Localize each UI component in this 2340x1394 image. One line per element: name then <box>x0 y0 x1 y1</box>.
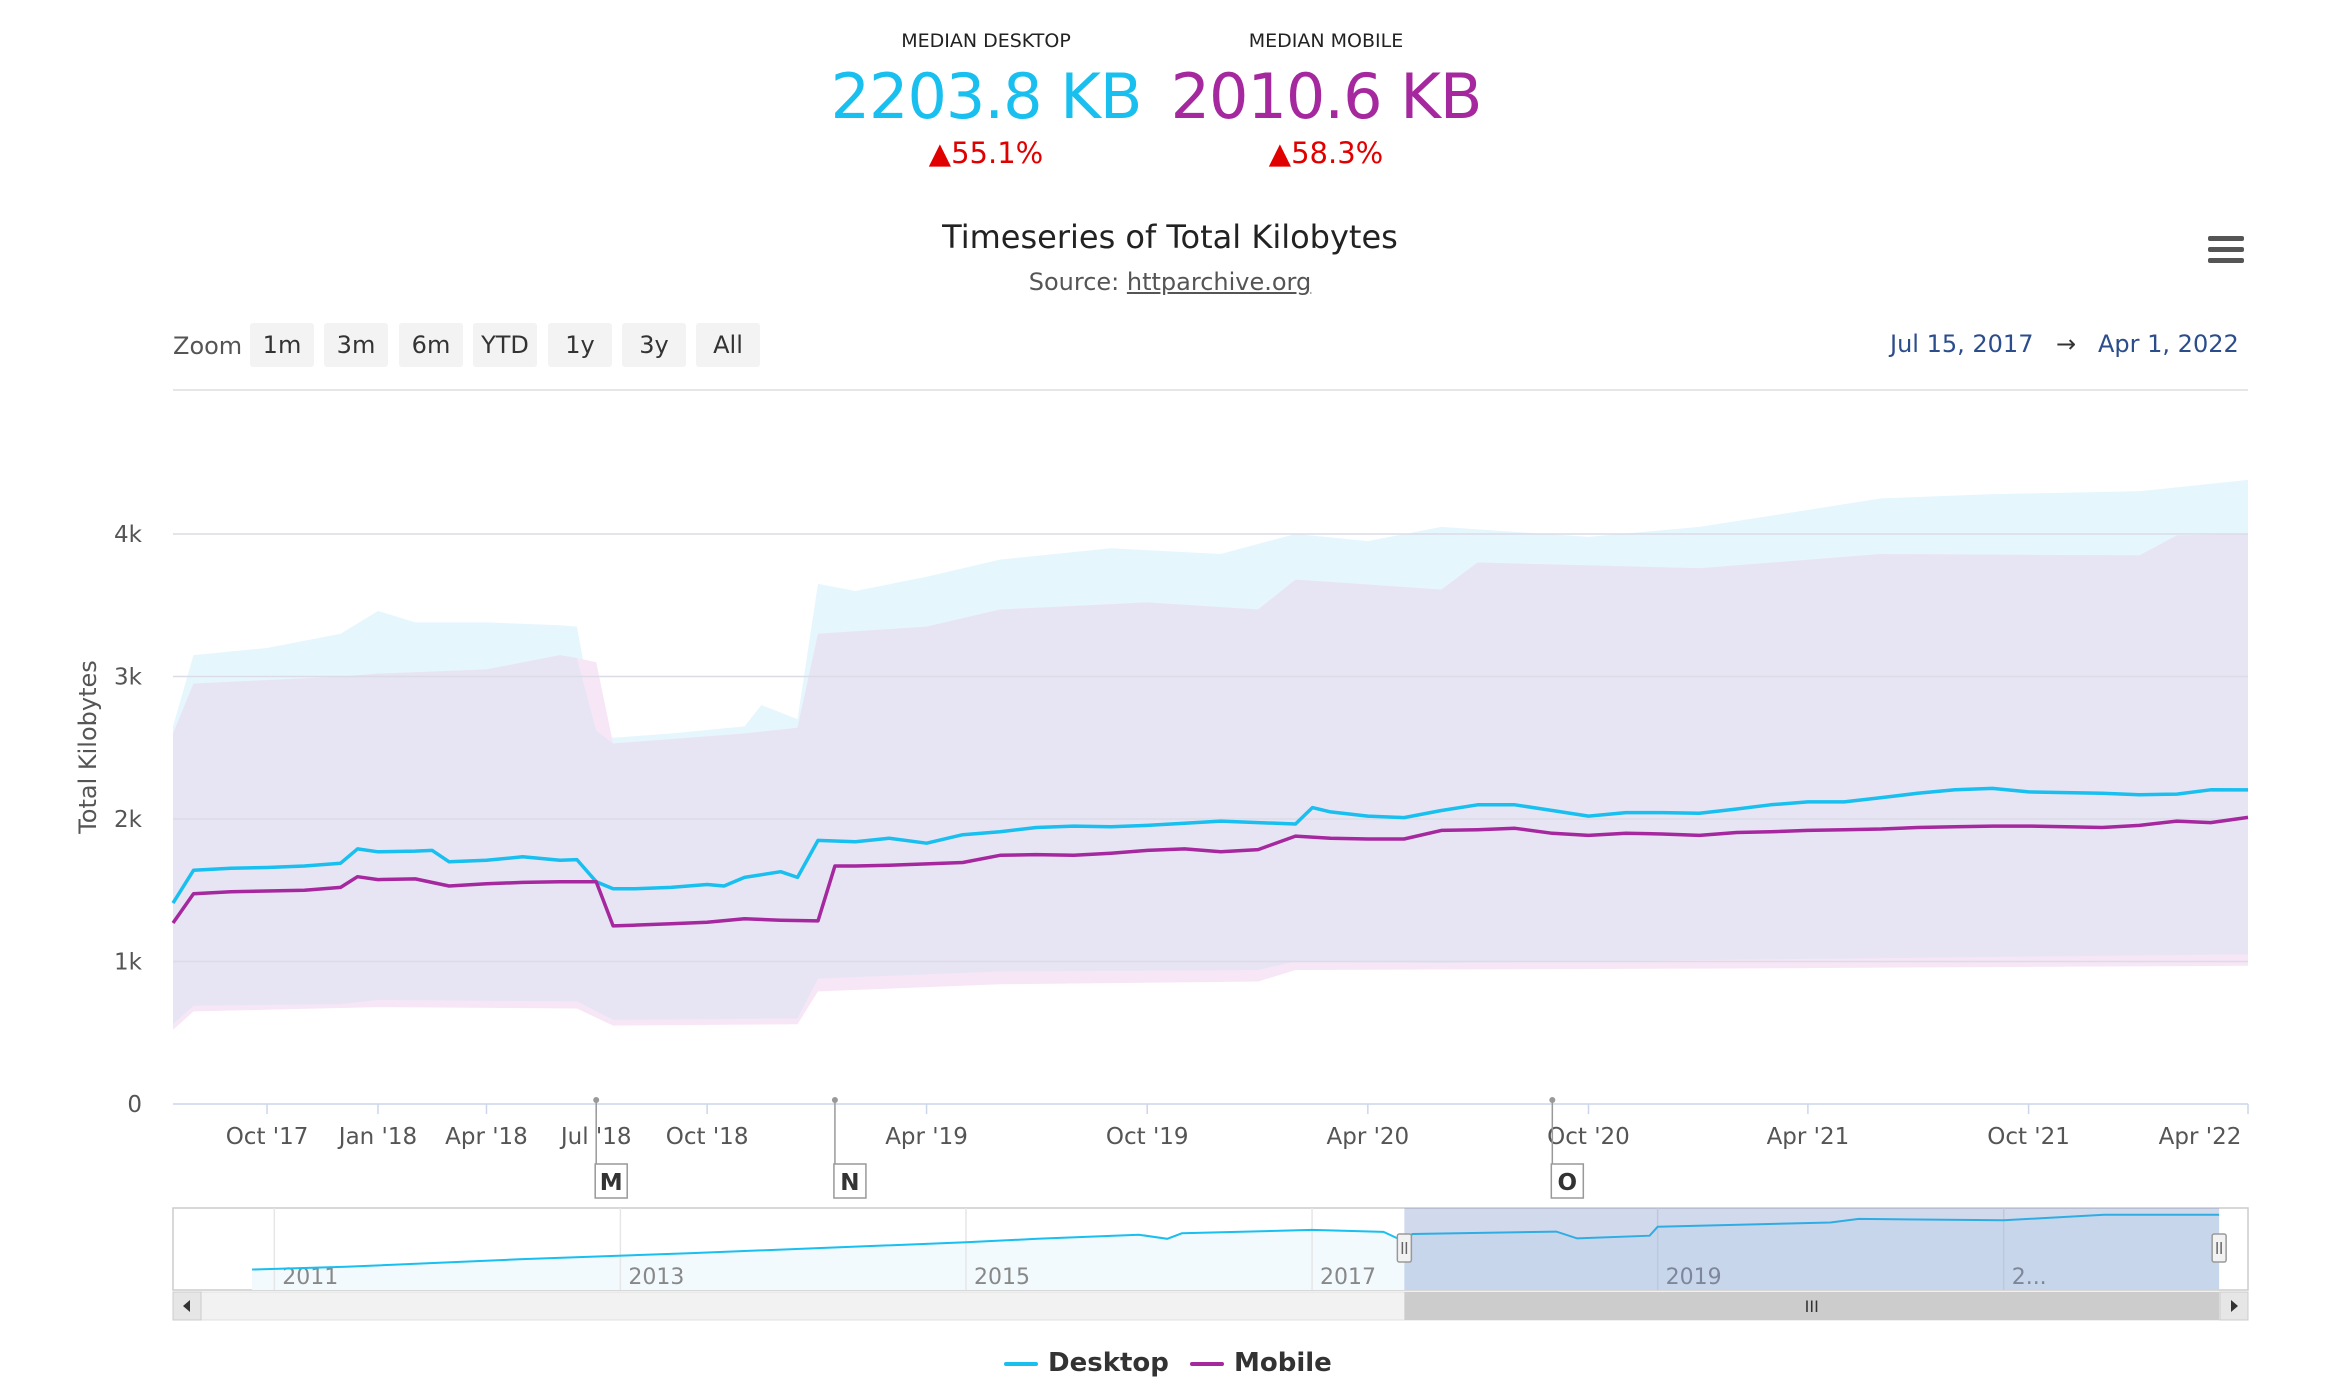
navigator-handle-right[interactable] <box>2211 1233 2227 1263</box>
zoom-button-6m[interactable]: 6m <box>399 323 463 367</box>
y-axis-title: Total Kilobytes <box>74 660 102 835</box>
scroll-left-button[interactable] <box>172 1291 202 1321</box>
flag-box <box>594 1163 628 1199</box>
zoom-button-all[interactable]: All <box>696 323 760 367</box>
timeseries-chart: Oct '17 Jan '18 Apr '18 Jul '18 Oct '18 Apr '… <box>74 389 2249 1321</box>
legend-desktop-swatch <box>1004 1361 1038 1366</box>
flags-layer: M N O <box>593 1097 1585 1199</box>
grid-layer <box>173 389 2248 1105</box>
hamburger-menu-icon[interactable] <box>2208 236 2244 266</box>
flag-label: O <box>1558 1170 1578 1196</box>
x-tick-label: Apr '19 <box>885 1124 968 1150</box>
y-tick-label: 3k <box>114 665 143 691</box>
chart-title: Timeseries of Total Kilobytes <box>942 218 1398 256</box>
x-tick-label: Jul '18 <box>559 1124 632 1150</box>
navigator-year-label: 2013 <box>628 1265 684 1290</box>
series-line-desktop <box>171 786 2249 905</box>
x-tick-label: Oct '19 <box>1106 1124 1189 1150</box>
x-tick-label: Apr '18 <box>445 1124 528 1150</box>
subtitle-prefix: Source: <box>1028 268 1127 296</box>
y-tick-label: 1k <box>114 950 143 976</box>
legend-item-desktop[interactable]: Desktop <box>1004 1348 1169 1378</box>
y-axis: 0 1k 2k 3k 4k Total Kilobytes <box>74 522 143 1118</box>
source-link[interactable]: httparchive.org <box>1126 268 1312 296</box>
flag-label: M <box>600 1170 623 1196</box>
x-tick-label: Apr '22 <box>2159 1124 2242 1150</box>
x-axis: Oct '17 Jan '18 Apr '18 Jul '18 Oct '18 Apr '… <box>226 1104 2249 1150</box>
menu-bar <box>2208 258 2244 263</box>
arrow-left-icon <box>183 1300 190 1312</box>
x-tick-label: Apr '20 <box>1326 1124 1409 1150</box>
kpi-mobile-change: ▲58.3% <box>1268 136 1384 170</box>
menu-bar <box>2208 247 2244 252</box>
flag-anchor-dot <box>1549 1097 1556 1103</box>
kpi-desktop-label: MEDIAN DESKTOP <box>901 30 1071 52</box>
bands-layer <box>173 479 2248 1030</box>
legend-item-mobile[interactable]: Mobile <box>1190 1348 1332 1378</box>
arrow-right-icon <box>2231 1300 2238 1312</box>
zoom-button-3m[interactable]: 3m <box>324 323 388 367</box>
x-tick-label: Oct '21 <box>1987 1124 2070 1150</box>
x-tick-label: Oct '20 <box>1547 1124 1630 1150</box>
menu-bar <box>2208 236 2244 241</box>
legend-desktop-label: Desktop <box>1048 1348 1169 1378</box>
flag-box <box>1550 1163 1585 1199</box>
x-tick-label: Apr '21 <box>1767 1124 1850 1150</box>
navigator-selection <box>1404 1208 2220 1290</box>
navigator-year-label: 2019 <box>1666 1265 1722 1290</box>
legend-mobile-swatch <box>1190 1361 1224 1366</box>
flag-label: N <box>840 1170 859 1196</box>
zoom-button-1y[interactable]: 1y <box>548 323 612 367</box>
kpi-desktop-value: 2203.8 KB <box>830 60 1143 133</box>
range-arrow: → <box>2056 330 2077 358</box>
kpi-mobile-value: 2010.6 KB <box>1170 60 1483 133</box>
navigator-handle-left[interactable] <box>1396 1233 1413 1263</box>
kpi-desktop-change: ▲55.1% <box>928 136 1044 170</box>
overlap-range-band <box>173 534 2248 1025</box>
x-tick-label: Jan '18 <box>337 1124 417 1150</box>
navigator-year-label: 2015 <box>974 1265 1030 1290</box>
lines-layer <box>171 786 2249 928</box>
zoom-button-3y[interactable]: 3y <box>622 323 686 367</box>
flag-box <box>833 1163 867 1199</box>
x-tick-label: Oct '18 <box>666 1124 749 1150</box>
navigator-line <box>252 1213 2220 1271</box>
navigator-area <box>252 1214 2220 1290</box>
y-tick-label: 2k <box>114 807 143 833</box>
range-to-input[interactable]: Apr 1, 2022 <box>2098 330 2239 358</box>
chart-subtitle: Source: httparchive.org <box>0 268 2340 296</box>
scrollbar-thumb[interactable] <box>1404 1292 2220 1320</box>
zoom-label: Zoom <box>173 332 243 360</box>
range-from-input[interactable]: Jul 15, 2017 <box>1890 330 2034 358</box>
navigator-year-label: 2... <box>2012 1265 2047 1290</box>
legend-mobile-label: Mobile <box>1234 1348 1332 1378</box>
scrollbar-grip: III <box>1805 1297 1819 1316</box>
zoom-button-1m[interactable]: 1m <box>250 323 314 367</box>
y-tick-label: 4k <box>114 522 143 548</box>
kpi-mobile-label: MEDIAN MOBILE <box>1248 30 1404 52</box>
y-tick-label: 0 <box>127 1092 142 1118</box>
navigator[interactable]: 201120132015201720192...III <box>172 1207 2249 1321</box>
x-tick-label: Oct '17 <box>226 1124 309 1150</box>
series-line-mobile <box>171 815 2249 928</box>
flag-anchor-dot <box>831 1097 838 1103</box>
flag-anchor-dot <box>593 1097 600 1103</box>
zoom-button-ytd[interactable]: YTD <box>473 323 537 367</box>
navigator-year-label: 2017 <box>1320 1265 1376 1290</box>
